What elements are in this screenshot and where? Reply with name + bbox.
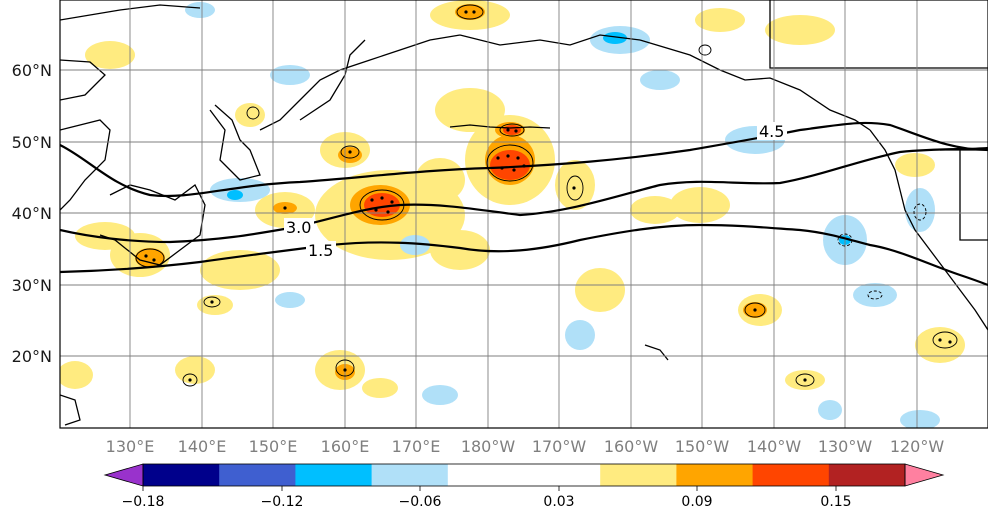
colorbar: −0.18 −0.12 −0.06 0.03 0.09 0.15	[103, 463, 945, 510]
colorbar-extend-low	[103, 463, 144, 487]
colorbar-cell	[676, 464, 754, 486]
colorbar-cell	[143, 464, 220, 486]
contour-3-0	[60, 146, 988, 244]
lon-label: 140°E	[178, 437, 227, 456]
contour-4-5	[60, 121, 988, 198]
lon-label: 180°W	[461, 437, 516, 456]
colorbar-tick-label: −0.12	[261, 494, 304, 510]
lat-label: 30°N	[12, 276, 52, 295]
significance-contours	[135, 4, 958, 387]
contour-label-3-0: 3.0	[286, 218, 311, 237]
contour-label-4-5: 4.5	[759, 122, 784, 141]
colorbar-tick-label: −0.18	[122, 494, 165, 510]
lat-label: 60°N	[12, 61, 52, 80]
colorbar-cell	[524, 464, 601, 486]
stippling	[144, 10, 952, 382]
colorbar-tick-label: 0.03	[543, 494, 574, 510]
colorbar-tick-label: −0.06	[399, 494, 442, 510]
colorbar-cell	[371, 464, 449, 486]
map-panel: 4.5 3.0 1.5	[59, 0, 988, 429]
latitude-labels: 60°N 50°N 40°N 30°N 20°N	[12, 61, 52, 366]
lat-label: 40°N	[12, 204, 52, 223]
lon-label: 170°E	[392, 437, 441, 456]
graticule	[60, 0, 988, 428]
colorbar-tick-label: 0.09	[681, 494, 712, 510]
colorbar-cell	[828, 464, 906, 486]
lon-label: 120°W	[890, 437, 945, 456]
colorbar-cell	[295, 464, 373, 486]
colorbar-tick-label: 0.15	[820, 494, 851, 510]
coastlines	[60, 0, 988, 426]
colorbar-cells	[143, 464, 906, 486]
lon-label: 130°E	[106, 437, 155, 456]
colorbar-extend-high	[904, 463, 945, 487]
contour-label-1-5: 1.5	[308, 241, 333, 260]
contour-labels: 4.5 3.0 1.5	[284, 122, 787, 260]
mean-contours	[60, 121, 988, 287]
colorbar-ticks	[142, 486, 837, 491]
lat-label: 50°N	[12, 133, 52, 152]
colorbar-cell	[752, 464, 830, 486]
lat-label: 20°N	[12, 347, 52, 366]
lon-label: 170°W	[532, 437, 587, 456]
lon-label: 150°E	[249, 437, 298, 456]
colorbar-cell	[447, 464, 525, 486]
map-frame	[59, 0, 988, 429]
lon-label: 140°W	[747, 437, 802, 456]
longitude-labels: 130°E 140°E 150°E 160°E 170°E 180°W 170°…	[106, 437, 945, 456]
colorbar-cell	[600, 464, 677, 486]
lon-label: 150°W	[675, 437, 730, 456]
colorbar-frame	[142, 463, 906, 487]
lon-label: 160°W	[604, 437, 659, 456]
colorbar-cell	[219, 464, 296, 486]
lon-label: 160°E	[321, 437, 370, 456]
contour-1-5	[60, 223, 988, 287]
anomaly-shading	[60, 0, 965, 428]
lon-label: 130°W	[818, 437, 873, 456]
